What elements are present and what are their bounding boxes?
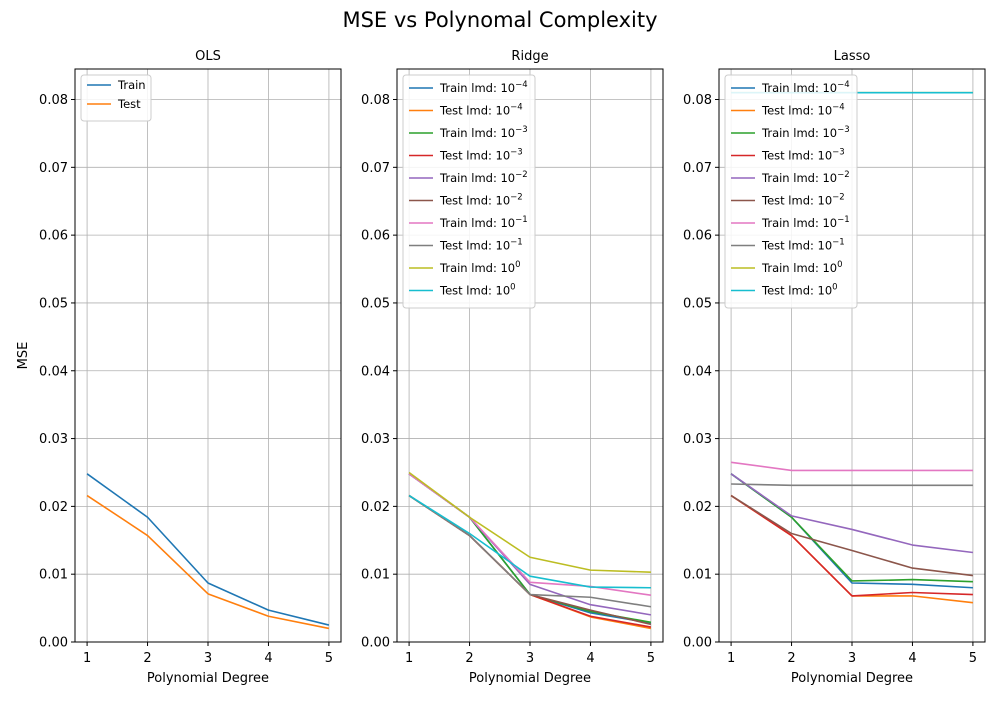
subplot-title: Ridge xyxy=(511,49,548,64)
series-line xyxy=(730,494,974,577)
y-tick-label: 0.04 xyxy=(361,364,390,379)
x-axis-label: Polynomial Degree xyxy=(791,671,913,686)
legend-entry: Train lmd: 10−4 xyxy=(439,80,528,95)
legend-frame xyxy=(80,74,152,122)
legend-entry: Test lmd: 10−4 xyxy=(761,103,845,118)
x-tick-label: 1 xyxy=(727,651,735,666)
y-tick-label: 0.01 xyxy=(39,568,68,583)
series-line xyxy=(730,461,973,472)
x-axis-label: Polynomial Degree xyxy=(147,671,269,686)
series-line xyxy=(730,494,973,597)
y-tick-label: 0.03 xyxy=(683,432,712,447)
y-tick-label: 0.00 xyxy=(39,636,68,651)
legend-entry: Test xyxy=(117,97,141,111)
legend-entry: Test lmd: 10−1 xyxy=(439,238,523,253)
y-tick-label: 0.02 xyxy=(39,500,68,515)
x-tick-label: 2 xyxy=(143,651,151,666)
legend-entry: Test lmd: 100 xyxy=(439,283,516,298)
subplot-ridge: 0.00 0.01 0.02 0.03 0.04 0.05 0.06 0.07 0.08 1 2 3 4… xyxy=(361,49,664,686)
legend-frame xyxy=(724,74,858,309)
y-tick-label: 0.03 xyxy=(361,432,390,447)
subplot-lasso: 0.00 0.01 0.02 0.03 0.04 0.05 0.06 0.07 0.08 1 2 3 4… xyxy=(683,49,986,686)
legend-entry: Train xyxy=(117,78,146,92)
subplot-title: OLS xyxy=(195,49,221,64)
legend: Train lmd: 10−4 Test lmd: 10−4 Train lmd: … xyxy=(724,74,858,309)
y-tick-label: 0.05 xyxy=(683,296,712,311)
x-tick-label: 3 xyxy=(204,651,212,666)
y-tick-label: 0.04 xyxy=(39,364,68,379)
legend-entry: Train lmd: 10−4 xyxy=(761,80,850,95)
x-tick-label: 1 xyxy=(405,651,413,666)
x-axis-label: Polynomial Degree xyxy=(469,671,591,686)
figure-title: MSE vs Polynomal Complexity xyxy=(342,8,658,32)
y-tick-label: 0.07 xyxy=(361,161,390,176)
y-tick-label: 0.07 xyxy=(683,161,712,176)
y-tick-label: 0.06 xyxy=(683,229,712,244)
x-tick-label: 2 xyxy=(787,651,795,666)
legend-entry: Test lmd: 10−3 xyxy=(439,148,523,163)
y-tick-label: 0.00 xyxy=(683,636,712,651)
y-tick-label: 0.07 xyxy=(39,161,68,176)
x-tick-label: 5 xyxy=(325,651,333,666)
y-tick-label: 0.03 xyxy=(39,432,68,447)
y-tick-label: 0.01 xyxy=(361,568,390,583)
y-tick-label: 0.02 xyxy=(683,500,712,515)
x-tick-label: 5 xyxy=(647,651,655,666)
x-tick-label: 4 xyxy=(908,651,916,666)
series-line xyxy=(408,494,651,589)
series-line xyxy=(408,471,651,573)
x-tick-label: 3 xyxy=(848,651,856,666)
legend: Train lmd: 10−4 Test lmd: 10−4 Train lmd: … xyxy=(402,74,536,309)
legend-entry: Train lmd: 10−1 xyxy=(761,215,850,230)
legend: Train Test xyxy=(80,74,152,122)
y-tick-label: 0.04 xyxy=(683,364,712,379)
legend-entry: Train lmd: 10−1 xyxy=(439,215,528,230)
y-axis-label: MSE xyxy=(16,342,31,370)
legend-entry: Test lmd: 10−3 xyxy=(761,148,845,163)
y-tick-label: 0.08 xyxy=(683,93,712,108)
x-tick-label: 4 xyxy=(264,651,272,666)
legend-entry: Test lmd: 10−4 xyxy=(439,103,523,118)
x-tick-label: 5 xyxy=(969,651,977,666)
legend-entry: Train lmd: 10−3 xyxy=(761,125,850,140)
x-tick-label: 3 xyxy=(526,651,534,666)
y-tick-label: 0.00 xyxy=(361,636,390,651)
series-line xyxy=(408,494,652,608)
y-tick-label: 0.06 xyxy=(361,229,390,244)
legend-entry: Test lmd: 100 xyxy=(761,283,838,298)
legend-frame xyxy=(402,74,536,309)
series-line xyxy=(86,473,330,626)
series-line xyxy=(731,483,973,487)
legend-entry: Train lmd: 10−2 xyxy=(439,170,528,185)
y-tick-label: 0.08 xyxy=(361,93,390,108)
y-tick-label: 0.06 xyxy=(39,229,68,244)
legend-entry: Test lmd: 10−2 xyxy=(761,193,845,208)
subplot-title: Lasso xyxy=(834,49,871,64)
legend-entry: Test lmd: 10−1 xyxy=(761,238,845,253)
legend-entry: Train lmd: 10−2 xyxy=(761,170,850,185)
y-tick-label: 0.05 xyxy=(39,296,68,311)
x-tick-label: 1 xyxy=(83,651,91,666)
series-line xyxy=(730,473,974,554)
legend-entry: Train lmd: 100 xyxy=(761,260,843,275)
subplot-ols: 0.00 0.01 0.02 0.03 0.04 0.05 0.06 0.07 0.08 1 2 3 4… xyxy=(16,49,342,686)
series-line xyxy=(86,494,330,630)
y-tick-label: 0.02 xyxy=(361,500,390,515)
legend-entry: Train lmd: 10−3 xyxy=(439,125,528,140)
x-tick-label: 2 xyxy=(465,651,473,666)
y-tick-label: 0.01 xyxy=(683,568,712,583)
legend-entry: Train lmd: 100 xyxy=(439,260,521,275)
y-tick-label: 0.08 xyxy=(39,93,68,108)
y-tick-label: 0.05 xyxy=(361,296,390,311)
x-tick-label: 4 xyxy=(586,651,594,666)
legend-entry: Test lmd: 10−2 xyxy=(439,193,523,208)
